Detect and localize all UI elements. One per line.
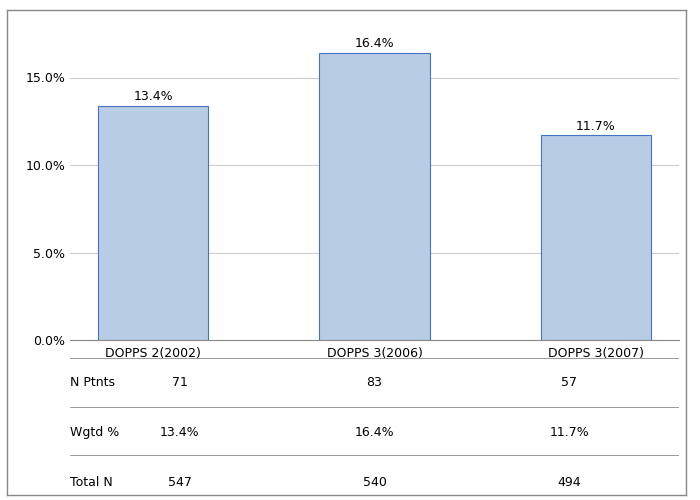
Text: 494: 494	[558, 476, 581, 488]
Bar	[98, 106, 209, 340]
Bar	[540, 135, 651, 340]
Text: N Ptnts: N Ptnts	[70, 376, 115, 390]
Text: 547: 547	[168, 476, 192, 488]
Text: 11.7%: 11.7%	[550, 426, 589, 439]
Bar	[319, 53, 430, 340]
Text: Wgtd %: Wgtd %	[70, 426, 119, 439]
Text: 57: 57	[561, 376, 577, 390]
Text: 71: 71	[172, 376, 188, 390]
Text: 540: 540	[363, 476, 386, 488]
Text: 11.7%: 11.7%	[576, 120, 616, 132]
Text: 13.4%: 13.4%	[160, 426, 199, 439]
Text: 16.4%: 16.4%	[355, 426, 394, 439]
Text: Total N: Total N	[70, 476, 113, 488]
Text: 13.4%: 13.4%	[133, 90, 173, 103]
Text: 83: 83	[367, 376, 382, 390]
Text: 16.4%: 16.4%	[355, 38, 394, 51]
